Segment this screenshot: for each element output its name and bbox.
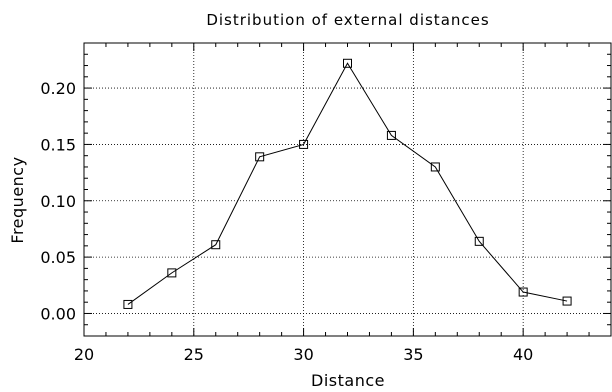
y-tick-label: 0.15 [40, 135, 76, 154]
data-point-marker [123, 299, 133, 309]
data-point-marker [299, 139, 309, 149]
data-point-marker [562, 296, 572, 306]
chart-title: Distribution of external distances [206, 11, 489, 29]
y-axis-label: Frequency [8, 156, 27, 243]
x-tick-label: 40 [513, 345, 533, 364]
plot-frame [83, 42, 612, 337]
x-axis-label: Distance [311, 371, 385, 390]
series-line [127, 62, 568, 305]
data-point-marker [386, 130, 396, 140]
data-point-marker [474, 236, 484, 246]
data-point-marker [518, 287, 528, 297]
data-point-marker [430, 162, 440, 172]
y-tick-label: 0.05 [40, 248, 76, 267]
y-tick-label: 0.00 [40, 304, 76, 323]
axis-ticks [83, 42, 612, 337]
data-point-marker [211, 240, 221, 250]
series [123, 58, 572, 309]
x-tick-label: 25 [184, 345, 204, 364]
data-point-marker [343, 58, 352, 68]
data-point-marker [255, 152, 265, 162]
x-tick-labels: 20 25 30 35 40 [74, 345, 534, 364]
x-tick-label: 20 [74, 345, 94, 364]
grid-lines [84, 43, 611, 336]
y-tick-label: 0.10 [40, 192, 76, 211]
x-tick-label: 35 [403, 345, 423, 364]
y-tick-labels: 0.00 0.05 0.10 0.15 0.20 [40, 79, 76, 323]
y-tick-label: 0.20 [40, 79, 76, 98]
data-point-marker [167, 268, 177, 278]
x-tick-label: 30 [293, 345, 313, 364]
